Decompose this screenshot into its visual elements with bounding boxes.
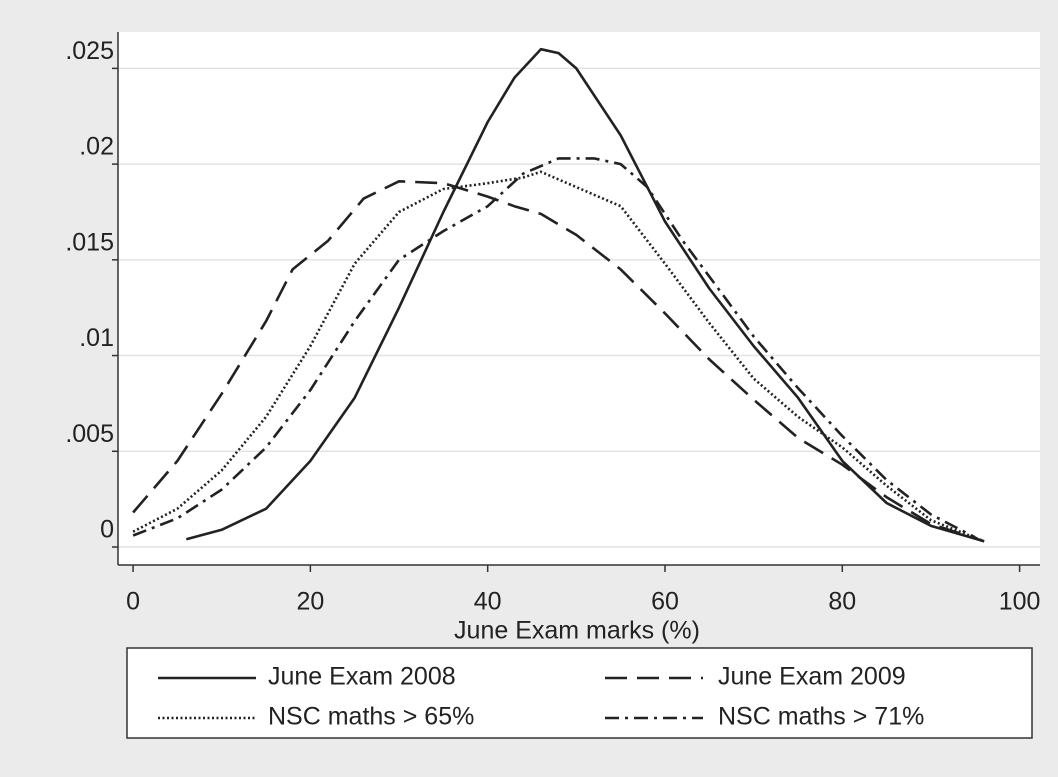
y-tick-label: .015 <box>65 228 114 256</box>
legend-label: NSC maths > 65% <box>268 703 474 731</box>
legend <box>126 647 1033 739</box>
y-tick-label: .01 <box>79 324 114 352</box>
series-line <box>132 170 985 543</box>
x-tick-label: 80 <box>828 588 856 616</box>
x-axis-title: June Exam marks (%) <box>454 617 700 645</box>
y-tick-label: .005 <box>65 420 114 448</box>
legend-label: June Exam 2009 <box>718 663 906 691</box>
x-tick-label: 0 <box>126 588 140 616</box>
plot-area <box>118 32 1040 565</box>
legend-label: June Exam 2008 <box>268 663 456 691</box>
x-tick-label: 40 <box>474 588 502 616</box>
legend-label: NSC maths > 71% <box>718 703 924 731</box>
x-tick-label: 60 <box>651 588 679 616</box>
x-tick-label: 100 <box>999 588 1041 616</box>
x-tick-label: 20 <box>296 588 324 616</box>
series-line <box>185 47 985 543</box>
y-tick-label: .02 <box>79 133 114 161</box>
y-tick-label: 0 <box>100 516 114 544</box>
y-tick-label: .025 <box>65 37 114 65</box>
series-line <box>132 157 976 539</box>
series-line <box>132 180 985 543</box>
